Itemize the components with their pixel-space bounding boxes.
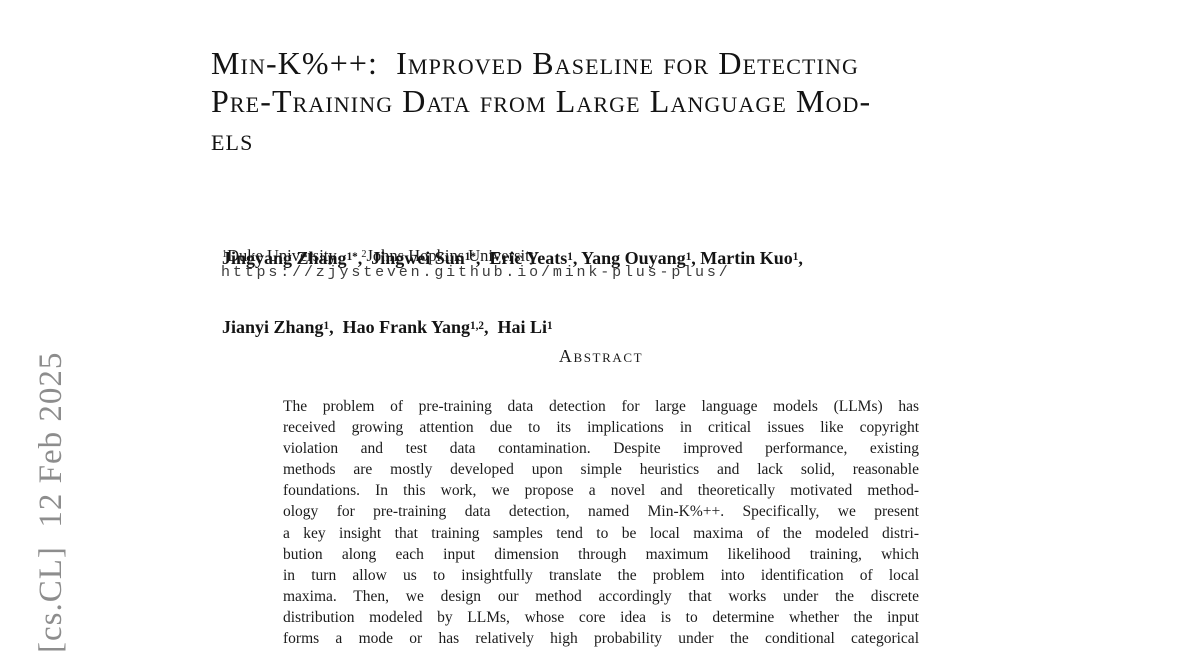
abstract-line: foundations. In this work, we propose a … bbox=[283, 482, 919, 500]
author-line-2: Jianyi Zhang1, Hao Frank Yang1,2, Hai Li… bbox=[222, 317, 553, 337]
paper-title-line-3: els bbox=[211, 121, 254, 157]
paper-title-line-1: Min-K%++: Improved Baseline for Detectin… bbox=[211, 45, 859, 81]
affiliations: 1Duke University 2Johns Hopkins Universi… bbox=[222, 246, 538, 265]
abstract-line: in turn allow us to insightfully transla… bbox=[283, 566, 919, 584]
author-line-1: Jingyang Zhang1*, Jingwei Sun1*, Eric Ye… bbox=[222, 248, 803, 268]
abstract-line: The problem of pre-training data detecti… bbox=[283, 398, 919, 415]
abstract-line: a key insight that training samples tend… bbox=[283, 524, 919, 542]
abstract-line: forms a mode or has relatively high prob… bbox=[283, 630, 919, 648]
abstract-heading: Abstract bbox=[558, 346, 644, 366]
paper-title-line-2: Pre-Training Data from Large Language Mo… bbox=[211, 83, 872, 119]
abstract-line: bution along each input dimension throug… bbox=[283, 545, 919, 563]
project-website-link[interactable]: https://zjysteven.github.io/mink-plus-pl… bbox=[221, 264, 731, 281]
author-list: Jingyang Zhang1*, Jingwei Sun1*, Eric Ye… bbox=[222, 201, 803, 385]
abstract-line: maxima. Then, we design our method accor… bbox=[283, 587, 919, 605]
arxiv-watermark: [cs.CL] 12 Feb 2025 bbox=[33, 351, 69, 653]
abstract-line: received growing attention due to its im… bbox=[283, 419, 919, 437]
abstract-line: methods are mostly developed upon simple… bbox=[283, 461, 919, 479]
abstract-line: ology for pre-training data detection, n… bbox=[283, 503, 919, 521]
paper-title: Min-K%++: Improved Baseline for Detectin… bbox=[211, 44, 1021, 158]
abstract-body: The problem of pre-training data detecti… bbox=[283, 396, 919, 649]
abstract-line: distribution modeled by LLMs, whose core… bbox=[283, 608, 919, 626]
abstract-line: violation and test data contamination. D… bbox=[283, 440, 919, 458]
